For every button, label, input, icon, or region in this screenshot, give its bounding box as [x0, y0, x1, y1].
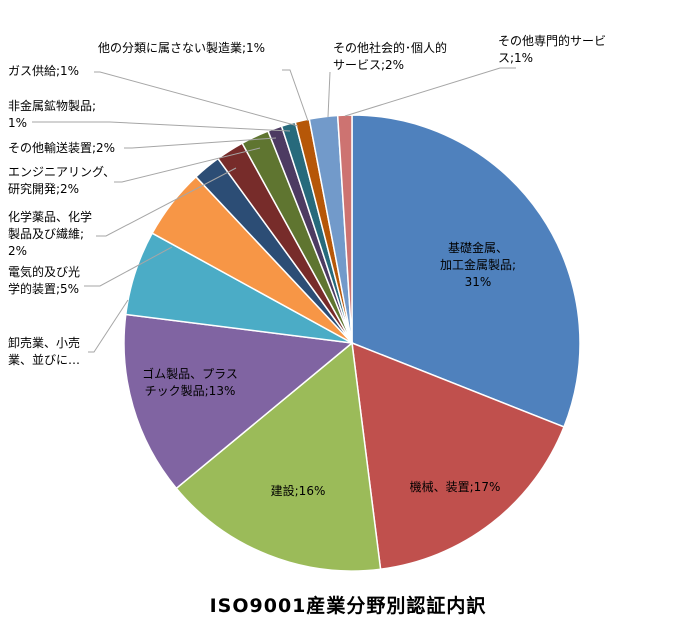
leader-lines: [32, 67, 516, 353]
slice-label-line: 研究開発;2%: [8, 181, 79, 196]
slice-label-line: その他社会的･個人的: [333, 40, 447, 55]
slice-label: エンジニアリング、研究開発;2%: [8, 165, 115, 196]
slice-label: 電気的及び光学的装置;5%: [8, 264, 80, 296]
slice-label: 他の分類に属さない製造業;1%: [98, 41, 265, 55]
pie-slices: [123, 114, 581, 572]
slice-label-line: 電気的及び光: [8, 264, 80, 279]
slice-label-line: 基礎金属、: [448, 240, 508, 255]
slice-label-line: ガス供給;1%: [8, 64, 79, 78]
slice-label-line: 学的装置;5%: [8, 281, 79, 296]
slice-label: 建設;16%: [271, 483, 326, 498]
leader-line: [88, 299, 129, 353]
pie-slice: [351, 341, 565, 571]
slice-label: その他専門的サービス;1%: [498, 33, 606, 65]
slice-label-line: 化学薬品、化学: [8, 209, 92, 224]
slice-label-line: その他専門的サービ: [498, 33, 606, 48]
slice-label: 非金属鉱物製品; 1%: [8, 98, 96, 130]
slice-label-line: 2%: [8, 244, 27, 258]
slice-label-line: ス;1%: [498, 51, 533, 65]
leader-line: [84, 246, 173, 287]
leader-line: [124, 137, 277, 149]
slice-label-line: 非金属鉱物製品;: [8, 98, 96, 113]
chart-title: ISO9001産業分野別認証内訳: [210, 594, 487, 617]
slice-label: 機械、装置;17%: [410, 479, 501, 494]
slice-label-line: 加工金属製品;: [440, 257, 516, 272]
slice-label-line: エンジニアリング、: [8, 165, 115, 179]
slice-label-line: 業、並びに…: [8, 353, 80, 367]
leader-line: [32, 121, 291, 132]
leader-line: [282, 69, 309, 122]
slice-label: 卸売業、小売業、並びに…: [8, 335, 80, 367]
slice-labels: 基礎金属、加工金属製品; 31% 機械、装置;17% 建設;16% ゴム製品、プラスチッ…: [8, 33, 606, 498]
pie-slice: [351, 114, 581, 428]
leader-line: [94, 71, 299, 127]
slice-label-line: チック製品;13%: [145, 384, 236, 398]
slice-label-line: 機械、装置;17%: [410, 479, 501, 494]
slice-label-line: 1%: [8, 116, 27, 130]
slice-label-line: その他輸送装置;2%: [8, 140, 115, 155]
leader-line: [96, 167, 237, 237]
pie-slice: [123, 313, 354, 490]
slice-label-line: 31%: [465, 275, 492, 289]
pie-slice: [336, 114, 353, 344]
pie-slice: [175, 341, 382, 572]
leader-line: [344, 67, 516, 117]
slice-label: 基礎金属、加工金属製品; 31%: [440, 240, 516, 289]
slice-label-line: ゴム製品、プラス: [142, 366, 238, 381]
slice-label: ゴム製品、プラスチック製品;13%: [142, 366, 238, 398]
leader-line: [327, 71, 331, 118]
slice-label-line: 他の分類に属さない製造業;1%: [98, 41, 265, 55]
slice-label-line: サービス;2%: [333, 58, 404, 72]
leader-line: [114, 147, 261, 183]
slice-label: その他社会的･個人的サービス;2%: [333, 40, 447, 72]
slice-label: 化学薬品、化学製品及び繊維; 2%: [8, 209, 92, 258]
slice-label: ガス供給;1%: [8, 64, 79, 78]
slice-label-line: 製品及び繊維;: [8, 227, 84, 241]
slice-label-line: 建設;16%: [271, 483, 326, 498]
slice-label: その他輸送装置;2%: [8, 140, 115, 155]
slice-label-line: 卸売業、小売: [8, 335, 80, 350]
